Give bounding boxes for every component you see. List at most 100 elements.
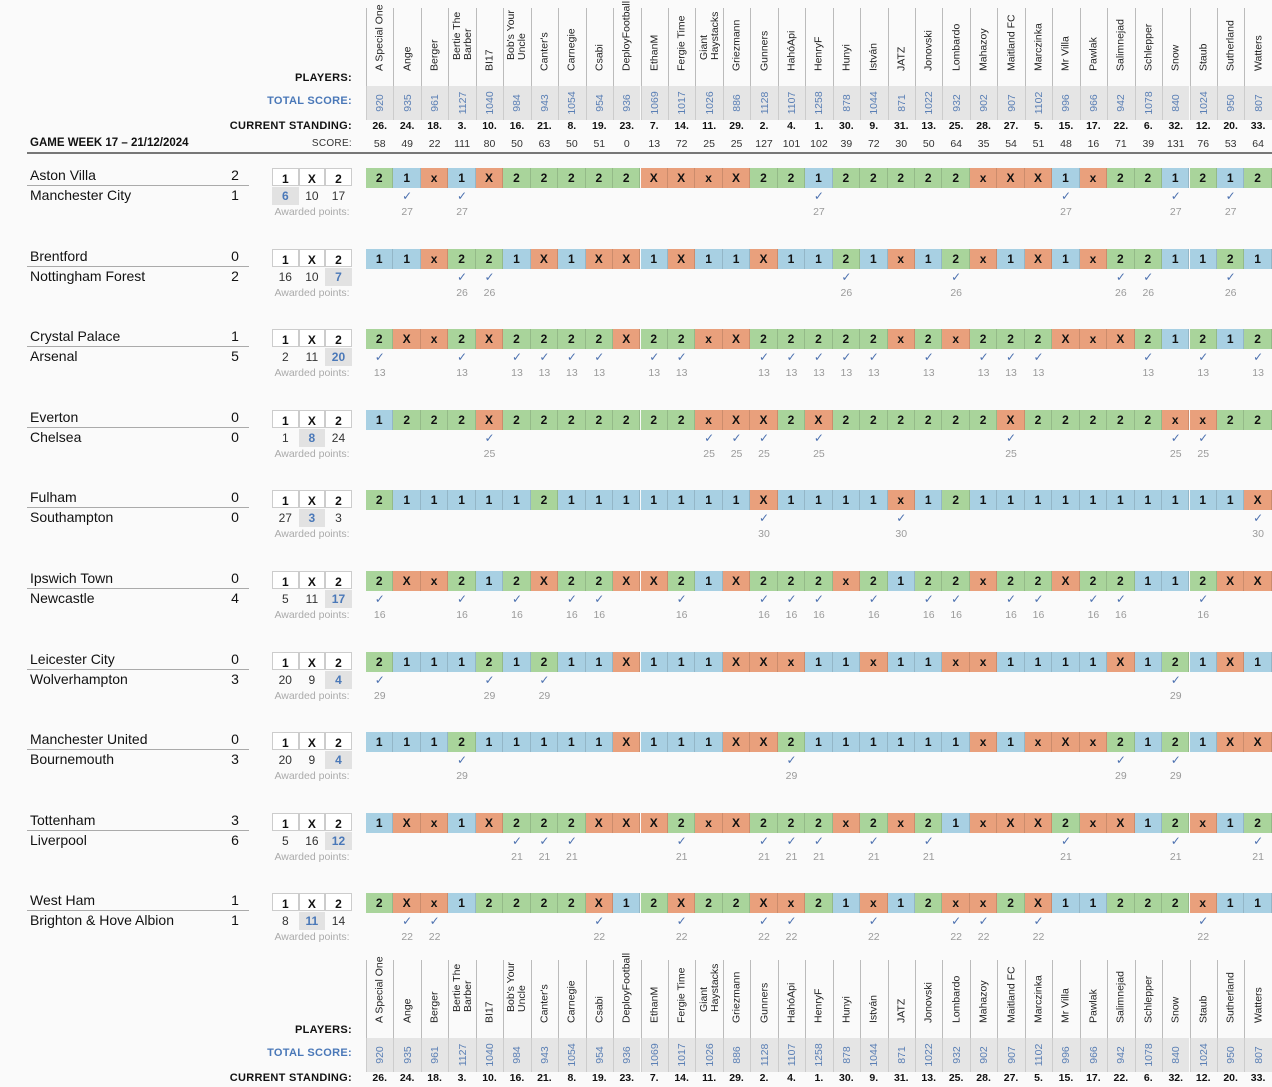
prediction-cell: X: [613, 651, 641, 672]
player-total-score-cell: 966: [1079, 1038, 1108, 1072]
player-name[interactable]: Griezmann: [730, 971, 743, 1023]
player-name[interactable]: Gunners: [758, 982, 771, 1023]
player-name[interactable]: Watters: [1252, 987, 1265, 1023]
player-name-column: Ange: [393, 960, 420, 1038]
player-name[interactable]: EthanM: [648, 986, 661, 1023]
prediction-cell: x: [969, 651, 998, 672]
player-name[interactable]: Fergie Time: [675, 15, 688, 71]
player-name[interactable]: Berger: [428, 991, 441, 1023]
awarded-points-label: Awarded points:: [274, 528, 350, 541]
prediction-cell: 2: [366, 490, 394, 511]
player-name[interactable]: István: [867, 42, 880, 71]
player-name[interactable]: Pawlak: [1087, 989, 1100, 1023]
player-name[interactable]: BI17: [483, 1001, 496, 1023]
odds-header-x: X: [298, 168, 326, 186]
player-name[interactable]: A Special One: [373, 956, 386, 1023]
player-name[interactable]: Mr Villa: [1059, 36, 1072, 71]
player-name[interactable]: Salimnejad: [1114, 19, 1127, 71]
player-name[interactable]: DeployFootball: [620, 952, 633, 1023]
player-name[interactable]: Snow: [1169, 996, 1182, 1023]
player-name[interactable]: Marczinka: [1032, 23, 1045, 71]
prediction-cell: X: [1216, 651, 1245, 672]
player-name[interactable]: Mahazoy: [977, 28, 990, 71]
check-icon: ✓: [1253, 511, 1264, 526]
player-name[interactable]: Ange: [401, 998, 414, 1023]
player-name[interactable]: Ange: [401, 46, 414, 71]
prediction-cell: 1: [777, 490, 806, 511]
player-name[interactable]: Jonovski: [922, 982, 935, 1023]
prediction-cell: X: [585, 893, 614, 914]
player-name[interactable]: Gunners: [758, 30, 771, 71]
player-name[interactable]: Carnegie: [565, 28, 578, 71]
player-name[interactable]: Staub: [1197, 995, 1210, 1023]
player-name[interactable]: Mahazoy: [977, 980, 990, 1023]
player-name[interactable]: Snow: [1169, 44, 1182, 71]
prediction-cell: 2: [750, 812, 778, 833]
player-name[interactable]: Bertie The Barber: [450, 11, 474, 60]
player-name[interactable]: Maitland FC: [1005, 14, 1018, 71]
player-name[interactable]: Sutherland: [1224, 972, 1237, 1023]
players-header-bottom: PLAYERS: TOTAL SCORE: CURRENT STANDING: …: [0, 952, 1272, 1087]
player-name[interactable]: Berger: [428, 39, 441, 71]
player-name[interactable]: Canter's: [538, 32, 551, 71]
odds-header-2: 2: [325, 732, 352, 751]
player-name[interactable]: Mr Villa: [1059, 988, 1072, 1023]
player-name[interactable]: Fergie Time: [675, 967, 688, 1023]
player-name[interactable]: Griezmann: [730, 19, 743, 71]
player-standing: 29.: [729, 1072, 744, 1084]
prediction-cell: x: [860, 651, 888, 672]
player-name[interactable]: Jonovski: [922, 30, 935, 71]
player-name[interactable]: HenryF: [812, 36, 825, 71]
player-name[interactable]: HahóApi: [785, 30, 798, 71]
player-name[interactable]: Hunyi: [840, 996, 853, 1023]
player-name[interactable]: EthanM: [648, 34, 661, 71]
prediction-cell: 2: [1107, 248, 1135, 269]
prediction-cell: x: [969, 248, 998, 269]
player-name[interactable]: Salimnejad: [1114, 971, 1127, 1023]
player-name[interactable]: Canter's: [538, 984, 551, 1023]
player-total-score: 1078: [1142, 91, 1155, 115]
player-name[interactable]: Bob's Your Uncle: [505, 962, 529, 1012]
awarded-points: 22: [867, 931, 880, 944]
player-name-column: Watters: [1244, 960, 1271, 1038]
player-standing: 13.: [921, 1072, 937, 1084]
player-name[interactable]: Bertie The Barber: [450, 963, 474, 1012]
player-name[interactable]: JATZ: [895, 998, 908, 1023]
player-name[interactable]: BI17: [483, 49, 496, 71]
player-name[interactable]: Watters: [1252, 35, 1265, 71]
prediction-cell: 1: [997, 732, 1025, 753]
prediction-cell: 2: [640, 893, 668, 914]
player-name[interactable]: Csabi: [593, 996, 606, 1023]
player-name[interactable]: Bob's Your Uncle: [505, 10, 529, 60]
prediction-cell: 1: [915, 490, 943, 511]
player-name[interactable]: HenryF: [812, 988, 825, 1023]
player-name[interactable]: Lombardo: [950, 975, 963, 1023]
player-name[interactable]: Giant Haystacks: [697, 963, 721, 1012]
prediction-cell: 2: [832, 329, 861, 350]
prediction-cell: 1: [1216, 893, 1245, 914]
player-week-score: 0: [623, 138, 630, 150]
prediction-cell: 2: [503, 571, 531, 591]
player-name[interactable]: Giant Haystacks: [697, 11, 721, 60]
player-name[interactable]: Sutherland: [1224, 20, 1237, 71]
player-name[interactable]: Schlepper: [1142, 23, 1155, 71]
player-name[interactable]: Pawlak: [1087, 37, 1100, 71]
player-name[interactable]: Lombardo: [950, 23, 963, 71]
total-score-label-bottom: TOTAL SCORE:: [267, 1047, 352, 1059]
player-name[interactable]: A Special One: [373, 4, 386, 71]
player-name[interactable]: István: [867, 994, 880, 1023]
awarded-points: 16: [566, 609, 578, 621]
prediction-cell: 1: [887, 893, 915, 914]
player-name[interactable]: Staub: [1197, 43, 1210, 71]
player-name[interactable]: Maitland FC: [1005, 966, 1018, 1023]
player-total-score-cell: 961: [420, 86, 449, 120]
player-name[interactable]: DeployFootball: [620, 0, 633, 71]
player-name[interactable]: Hunyi: [840, 44, 853, 71]
player-name[interactable]: Csabi: [593, 44, 606, 71]
awarded-points: 27: [456, 206, 468, 218]
player-name[interactable]: HahóApi: [785, 982, 798, 1023]
player-name[interactable]: Marczinka: [1032, 975, 1045, 1023]
player-name[interactable]: JATZ: [895, 46, 908, 71]
player-name[interactable]: Carnegie: [565, 980, 578, 1023]
player-name[interactable]: Schlepper: [1142, 975, 1155, 1023]
